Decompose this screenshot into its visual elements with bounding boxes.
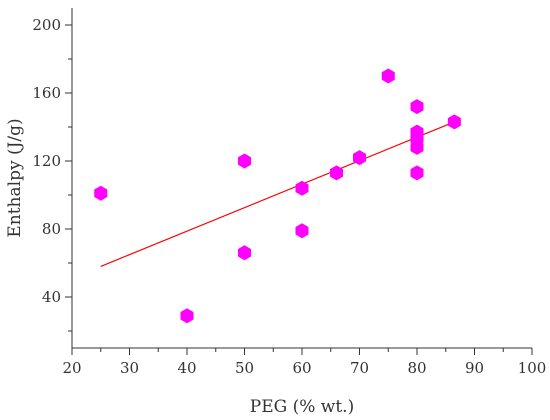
- data-point: [295, 223, 309, 239]
- trendline: [100, 121, 455, 267]
- data-point: [410, 139, 424, 155]
- y-ticks: 40 80 120 160 200: [32, 16, 72, 332]
- x-tick-label: 40: [177, 359, 196, 377]
- data-point: [447, 114, 461, 130]
- x-tick-label: 70: [350, 359, 369, 377]
- x-tick-label: 90: [465, 359, 484, 377]
- y-tick-label: 40: [42, 288, 61, 306]
- x-tick-label: 50: [235, 359, 254, 377]
- data-point: [353, 150, 366, 166]
- data-points: [94, 68, 461, 324]
- data-point: [410, 99, 424, 115]
- y-tick-label: 200: [32, 16, 61, 34]
- data-point: [238, 153, 251, 169]
- y-axis-title: Enthalpy (J/g): [5, 118, 25, 237]
- axes: [71, 8, 532, 349]
- data-point: [180, 308, 194, 324]
- data-point: [381, 68, 395, 84]
- data-point: [295, 180, 309, 196]
- data-point: [238, 245, 251, 261]
- x-tick-label: 100: [518, 359, 547, 377]
- data-point: [94, 185, 108, 201]
- x-tick-label: 80: [407, 359, 426, 377]
- x-tick-label: 30: [120, 359, 139, 377]
- trendline-group: [100, 121, 455, 267]
- data-point: [410, 165, 424, 181]
- x-axis-title: PEG (% wt.): [250, 397, 354, 417]
- x-tick-label: 20: [62, 359, 81, 377]
- y-tick-label: 120: [32, 152, 61, 170]
- data-point: [330, 165, 343, 181]
- y-tick-label: 80: [42, 220, 61, 238]
- x-tick-label: 60: [292, 359, 311, 377]
- x-ticks: 20 30 40 50 60 70 80 90 100: [62, 348, 546, 377]
- y-tick-label: 160: [32, 84, 61, 102]
